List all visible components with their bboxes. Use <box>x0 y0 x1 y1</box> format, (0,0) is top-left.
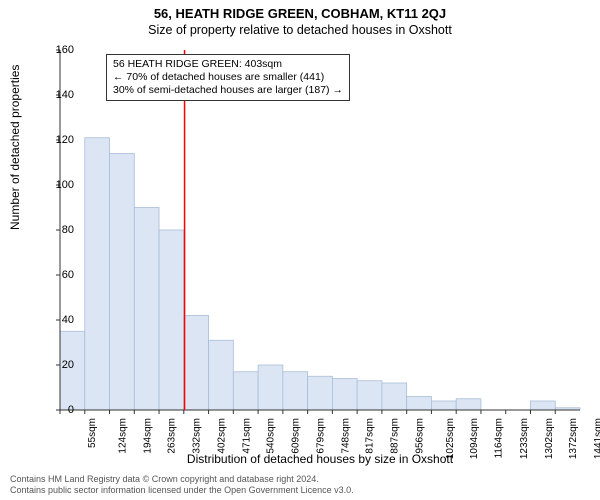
footer-line-2: Contains public sector information licen… <box>10 485 354 496</box>
x-tick-label: 887sqm <box>390 418 401 454</box>
x-tick-label: 124sqm <box>117 418 128 454</box>
x-tick-label: 471sqm <box>241 418 252 454</box>
x-tick-label: 540sqm <box>266 418 277 454</box>
y-tick-label: 160 <box>44 44 74 56</box>
x-tick-label: 194sqm <box>142 418 153 454</box>
histogram-bar <box>134 208 159 411</box>
x-tick-label: 609sqm <box>291 418 302 454</box>
y-tick-label: 40 <box>44 314 74 326</box>
histogram-bar <box>357 381 382 410</box>
histogram-bar <box>332 379 357 411</box>
x-axis-label: Distribution of detached houses by size … <box>60 452 580 466</box>
y-tick-label: 100 <box>44 179 74 191</box>
x-tick-label: 748sqm <box>340 418 351 454</box>
histogram-bar <box>308 376 333 410</box>
histogram-bar <box>407 397 432 411</box>
histogram-bar <box>283 372 308 410</box>
x-tick-label: 402sqm <box>216 418 227 454</box>
footer-attribution: Contains HM Land Registry data © Crown c… <box>10 474 354 496</box>
x-tick-label: 817sqm <box>365 418 376 454</box>
chart-subtitle: Size of property relative to detached ho… <box>0 21 600 37</box>
histogram-bar <box>209 340 234 410</box>
x-tick-label: 679sqm <box>315 418 326 454</box>
y-axis-label: Number of detached properties <box>8 65 22 230</box>
histogram-bar <box>110 154 135 411</box>
histogram-bar <box>159 230 184 410</box>
x-tick-label: 263sqm <box>167 418 178 454</box>
x-tick-label: 55sqm <box>87 418 98 448</box>
histogram-bar <box>184 316 209 411</box>
histogram-bar <box>382 383 407 410</box>
y-tick-label: 80 <box>44 224 74 236</box>
x-tick-label: 332sqm <box>192 418 203 454</box>
histogram-bar <box>530 401 555 410</box>
histogram-bar <box>85 138 110 410</box>
y-tick-label: 60 <box>44 269 74 281</box>
y-tick-label: 20 <box>44 359 74 371</box>
y-tick-label: 120 <box>44 134 74 146</box>
x-tick-label: 956sqm <box>414 418 425 454</box>
y-tick-label: 0 <box>44 404 74 416</box>
chart-container: 56, HEATH RIDGE GREEN, COBHAM, KT11 2QJ … <box>0 0 600 500</box>
annotation-line-3: 30% of semi-detached houses are larger (… <box>113 84 343 97</box>
histogram-bar <box>431 401 456 410</box>
x-tick-label: 1441sqm <box>593 418 600 459</box>
chart-title: 56, HEATH RIDGE GREEN, COBHAM, KT11 2QJ <box>0 0 600 21</box>
chart-area: 56 HEATH RIDGE GREEN: 403sqm ← 70% of de… <box>60 50 580 410</box>
y-tick-label: 140 <box>44 89 74 101</box>
annotation-box: 56 HEATH RIDGE GREEN: 403sqm ← 70% of de… <box>106 54 350 101</box>
footer-line-1: Contains HM Land Registry data © Crown c… <box>10 474 354 485</box>
histogram-bar <box>233 372 258 410</box>
histogram-plot <box>60 50 580 410</box>
histogram-bar <box>456 399 481 410</box>
histogram-bar <box>258 365 283 410</box>
annotation-line-2: ← 70% of detached houses are smaller (44… <box>113 71 343 84</box>
annotation-line-1: 56 HEATH RIDGE GREEN: 403sqm <box>113 58 343 71</box>
